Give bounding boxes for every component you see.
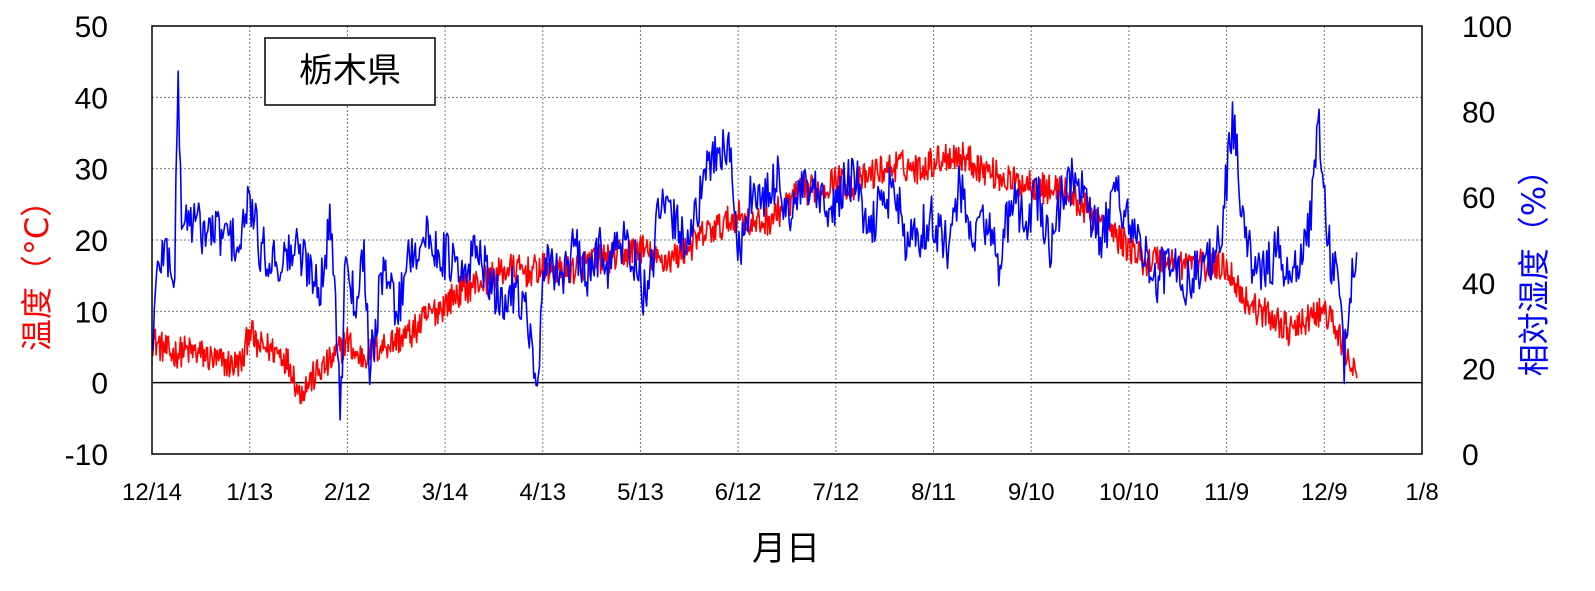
x-tick-labels: 12/14 1/13 2/12 3/14 4/13 5/13 6/12 7/12 8/11 9/1… [122, 479, 1439, 506]
x-tick-label: 5/13 [617, 479, 664, 506]
y-right-tick-label: 0 [1462, 439, 1479, 472]
y-left-tick-label: 40 [75, 82, 108, 115]
x-tick-label: 9/10 [1008, 479, 1055, 506]
y-left-tick-label: 10 [75, 296, 108, 329]
y-left-axis-label: 温度（°C） [18, 185, 56, 351]
x-tick-label: 7/12 [812, 479, 859, 506]
y-left-tick-label: 50 [75, 11, 108, 44]
x-tick-label: 12/14 [122, 479, 182, 506]
x-tick-label: 4/13 [519, 479, 566, 506]
temperature-series [151, 141, 1358, 405]
legend-box: 栃木県 [264, 37, 436, 106]
humidity-line [151, 70, 1358, 421]
y-left-tick-label: 0 [91, 368, 108, 401]
y-right-tick-labels: 0 20 40 60 80 100 [1462, 11, 1512, 472]
x-tick-label: 11/9 [1204, 479, 1249, 506]
humidity-series [151, 70, 1358, 421]
y-right-tick-label: 20 [1462, 353, 1495, 386]
plot-frame [151, 25, 1423, 455]
y-left-tick-labels: -10 0 10 20 30 40 50 [65, 11, 108, 472]
y-right-axis-label: 相対湿度（%） [1515, 154, 1553, 376]
x-tick-label: 2/12 [324, 479, 371, 506]
y-left-tick-label: 30 [75, 154, 108, 187]
x-tick-label: 1/8 [1405, 479, 1438, 506]
x-tick-label: 3/14 [422, 479, 469, 506]
x-axis-label: 月日 [752, 529, 820, 569]
x-tick-label: 12/9 [1301, 479, 1348, 506]
y-left-tick-label: -10 [65, 439, 108, 472]
y-left-tick-label: 20 [75, 225, 108, 258]
y-right-tick-label: 60 [1462, 182, 1495, 215]
temperature-line [151, 141, 1358, 405]
x-tick-label: 10/10 [1099, 479, 1159, 506]
chart-title: 栃木県 [299, 51, 401, 91]
x-tick-label: 6/12 [715, 479, 762, 506]
y-right-tick-label: 80 [1462, 97, 1495, 130]
y-right-tick-label: 40 [1462, 268, 1495, 301]
y-right-tick-label: 100 [1462, 11, 1512, 44]
x-tick-label: 8/11 [911, 479, 956, 506]
x-tick-label: 1/13 [226, 479, 273, 506]
